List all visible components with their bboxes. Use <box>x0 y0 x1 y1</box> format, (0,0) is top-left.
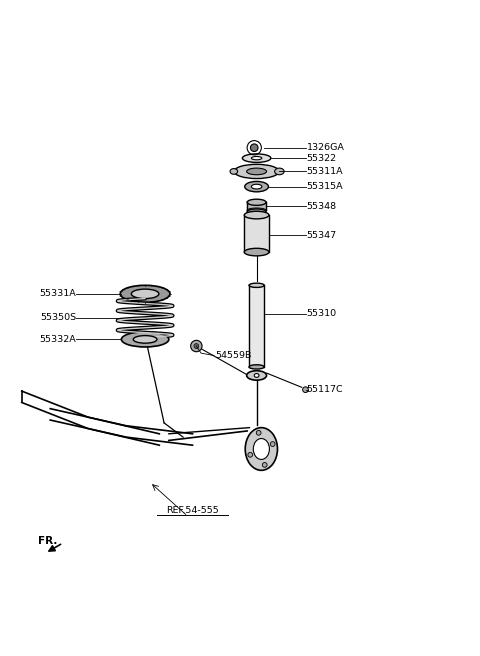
Ellipse shape <box>247 371 266 380</box>
Ellipse shape <box>132 289 159 298</box>
Ellipse shape <box>254 373 259 377</box>
Ellipse shape <box>249 283 264 287</box>
Polygon shape <box>249 285 264 367</box>
Text: FR.: FR. <box>38 535 58 546</box>
Ellipse shape <box>252 157 262 160</box>
Circle shape <box>191 340 202 352</box>
Ellipse shape <box>120 285 170 302</box>
Circle shape <box>270 441 275 447</box>
Circle shape <box>302 387 308 392</box>
Ellipse shape <box>244 248 269 256</box>
Polygon shape <box>244 215 269 252</box>
Ellipse shape <box>242 154 271 163</box>
Ellipse shape <box>275 168 284 174</box>
Text: 55347: 55347 <box>306 231 336 240</box>
Ellipse shape <box>247 209 266 215</box>
Circle shape <box>194 344 199 348</box>
Text: 54559B: 54559B <box>216 351 252 360</box>
Ellipse shape <box>247 168 266 174</box>
Circle shape <box>263 462 267 467</box>
Ellipse shape <box>230 169 238 174</box>
Ellipse shape <box>249 365 264 369</box>
Circle shape <box>248 453 252 457</box>
Text: 55117C: 55117C <box>306 385 343 394</box>
Ellipse shape <box>253 439 269 459</box>
Ellipse shape <box>234 164 279 178</box>
Text: 55348: 55348 <box>306 201 336 211</box>
Text: 55350S: 55350S <box>40 313 76 322</box>
Polygon shape <box>247 202 266 211</box>
Text: 1326GA: 1326GA <box>306 143 344 152</box>
Ellipse shape <box>133 336 157 343</box>
Text: 55315A: 55315A <box>306 182 343 191</box>
Ellipse shape <box>247 199 266 205</box>
Text: REF.54-555: REF.54-555 <box>166 506 219 515</box>
Text: 55310: 55310 <box>306 309 336 318</box>
Text: 55331A: 55331A <box>39 289 76 298</box>
Circle shape <box>251 144 258 152</box>
Ellipse shape <box>121 332 169 347</box>
Ellipse shape <box>252 184 262 189</box>
Text: 55322: 55322 <box>306 154 336 163</box>
Ellipse shape <box>244 211 269 219</box>
Circle shape <box>256 430 261 435</box>
Text: 55311A: 55311A <box>306 167 343 176</box>
Ellipse shape <box>245 182 268 192</box>
Text: 55332A: 55332A <box>39 335 76 344</box>
Ellipse shape <box>245 428 277 470</box>
